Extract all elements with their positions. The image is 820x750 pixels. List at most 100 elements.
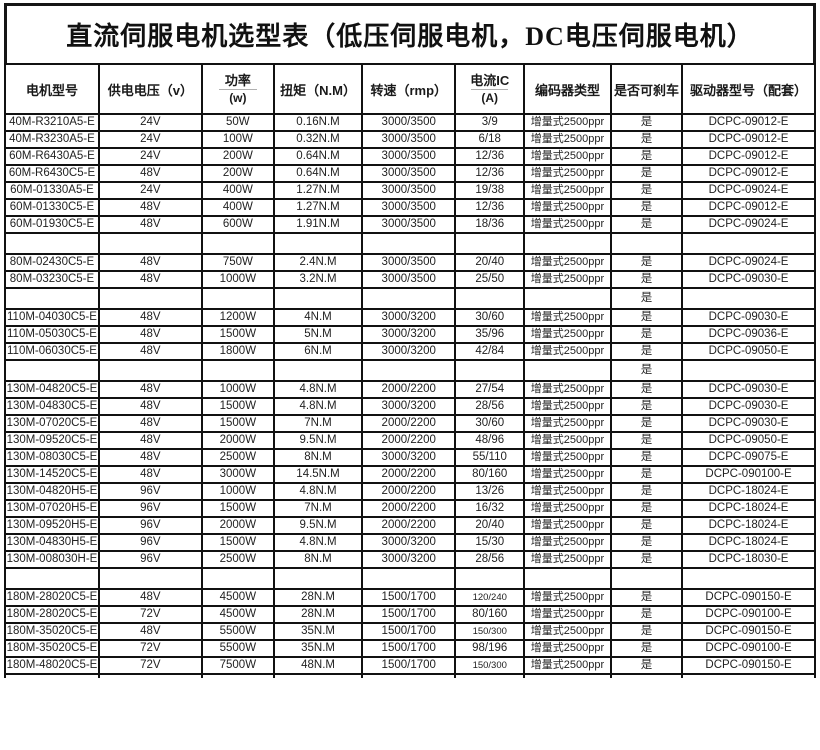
table-cell: 7500W (200, 656, 275, 675)
table-cell: 20/40 (454, 253, 526, 272)
table-cell: 48V (97, 198, 203, 217)
table-cell: 3000/3200 (361, 550, 457, 569)
table-cell: 12/36 (454, 198, 526, 217)
table-cell (681, 232, 816, 255)
table-cell: 是 (609, 287, 684, 310)
column-header: 编码器类型 (523, 63, 612, 115)
table-cell: DCPC-18024-E (681, 516, 816, 535)
table-cell: 96V (97, 499, 203, 518)
table-cell: 4.8N.M (272, 380, 364, 399)
table-cell: 110M-05030C5-E (4, 325, 100, 344)
table-cell: 6N.M (272, 342, 364, 361)
table-cell: 3000/3500 (361, 130, 457, 149)
separator-row: 是 (4, 287, 816, 310)
table-row: 130M-09520H5-E 96V 2000W 9.5N.M 2000/2200 20/… (4, 516, 816, 535)
table-cell: 35/96 (454, 325, 526, 344)
table-row: 60M-R6430C5-E 48V 200W 0.64N.M 3000/3500 12/3… (4, 164, 816, 183)
table-cell: 98/196 (454, 639, 526, 658)
table-cell: 28/56 (454, 550, 526, 569)
table-cell: 27/54 (454, 380, 526, 399)
separator-row (4, 673, 816, 678)
table-cell: 48V (97, 270, 203, 289)
table-cell: 是 (609, 533, 684, 552)
table-cell: 3000/3500 (361, 270, 457, 289)
table-row: 40M-R3210A5-E 24V 50W 0.16N.M 3000/3500 3/9 增量… (4, 113, 816, 132)
table-cell: 50W (200, 113, 275, 132)
table-cell: 增量式2500ppr (523, 533, 612, 552)
table-cell: 是 (609, 308, 684, 327)
table-cell: 96V (97, 516, 203, 535)
table-cell: DCPC-09012-E (681, 147, 816, 166)
table-row: 60M-01330A5-E 24V 400W 1.27N.M 3000/3500 19/3… (4, 181, 816, 200)
table-cell: 60M-R6430A5-E (4, 147, 100, 166)
table-cell: 28/56 (454, 397, 526, 416)
table-cell: 增量式2500ppr (523, 448, 612, 467)
table-cell: 25/50 (454, 270, 526, 289)
table-cell: 48V (97, 448, 203, 467)
table-cell: 200W (200, 164, 275, 183)
table-cell (681, 359, 816, 382)
table-cell: 是 (609, 516, 684, 535)
table-cell (454, 673, 526, 678)
table-cell: 是 (609, 198, 684, 217)
table-cell (4, 287, 100, 310)
table-cell: 是 (609, 588, 684, 607)
table-cell: 3000/3200 (361, 397, 457, 416)
table-row: 40M-R3230A5-E 24V 100W 0.32N.M 3000/3500 6/18… (4, 130, 816, 149)
table-cell: 增量式2500ppr (523, 588, 612, 607)
table-cell (523, 673, 612, 678)
table-cell: 是 (609, 622, 684, 641)
table-cell (97, 567, 203, 590)
table-row: 180M-48020C5-E 72V 7500W 48N.M 1500/1700 150/… (4, 656, 816, 675)
table-cell: 6/18 (454, 130, 526, 149)
table-cell: 200W (200, 147, 275, 166)
table-cell: 12/36 (454, 164, 526, 183)
table-cell: DCPC-090150-E (681, 622, 816, 641)
table-cell: 是 (609, 113, 684, 132)
table-cell: 4.8N.M (272, 482, 364, 501)
table-cell: DCPC-09024-E (681, 253, 816, 272)
table-row: 180M-28020C5-E 48V 4500W 28N.M 1500/1700 120/… (4, 588, 816, 607)
table-cell: 180M-48020C5-E (4, 656, 100, 675)
table-cell: 是 (609, 465, 684, 484)
table-cell (200, 673, 275, 678)
table-cell: 40M-R3210A5-E (4, 113, 100, 132)
table-cell: 1.27N.M (272, 181, 364, 200)
table-cell: 180M-35020C5-E (4, 639, 100, 658)
table-row: 110M-05030C5-E 48V 1500W 5N.M 3000/3200 35/96… (4, 325, 816, 344)
table-cell: 1500/1700 (361, 639, 457, 658)
table-cell: 增量式2500ppr (523, 181, 612, 200)
table-cell (272, 673, 364, 678)
table-cell: 110M-06030C5-E (4, 342, 100, 361)
table-cell: DCPC-09030-E (681, 414, 816, 433)
page-title: 直流伺服电机选型表（低压伺服电机，DC电压伺服电机） (4, 3, 816, 66)
table-cell: 增量式2500ppr (523, 380, 612, 399)
table-cell: DCPC-09075-E (681, 448, 816, 467)
table-cell: 1500W (200, 397, 275, 416)
table-row: 180M-35020C5-E 72V 5500W 35N.M 1500/1700 98/1… (4, 639, 816, 658)
table-cell: 增量式2500ppr (523, 397, 612, 416)
table-cell: 130M-04820C5-E (4, 380, 100, 399)
table-row: 130M-08030C5-E 48V 2500W 8N.M 3000/3200 55/11… (4, 448, 816, 467)
table-cell: 9.5N.M (272, 431, 364, 450)
table-cell: 1500W (200, 533, 275, 552)
table-cell: 增量式2500ppr (523, 431, 612, 450)
table-cell: 5500W (200, 622, 275, 641)
table-header: 电机型号 供电电压（v） 功率 (w) 扭矩（N.M） 转速（rmp） 电流IC (A) 编码器… (4, 63, 816, 115)
table-cell: 增量式2500ppr (523, 639, 612, 658)
table-cell: 是 (609, 270, 684, 289)
table-cell: 0.64N.M (272, 164, 364, 183)
table-cell: DCPC-09024-E (681, 181, 816, 200)
table-cell: 0.16N.M (272, 113, 364, 132)
table-cell (454, 567, 526, 590)
table-cell: 48V (97, 253, 203, 272)
table-cell: 增量式2500ppr (523, 605, 612, 624)
table-cell: 24V (97, 113, 203, 132)
table-cell: 是 (609, 656, 684, 675)
table-row: 130M-07020H5-E 96V 1500W 7N.M 2000/2200 16/32… (4, 499, 816, 518)
table-cell: 增量式2500ppr (523, 550, 612, 569)
separator-row (4, 232, 816, 255)
table-cell: 增量式2500ppr (523, 465, 612, 484)
table-cell (523, 359, 612, 382)
table-cell: DCPC-09012-E (681, 198, 816, 217)
